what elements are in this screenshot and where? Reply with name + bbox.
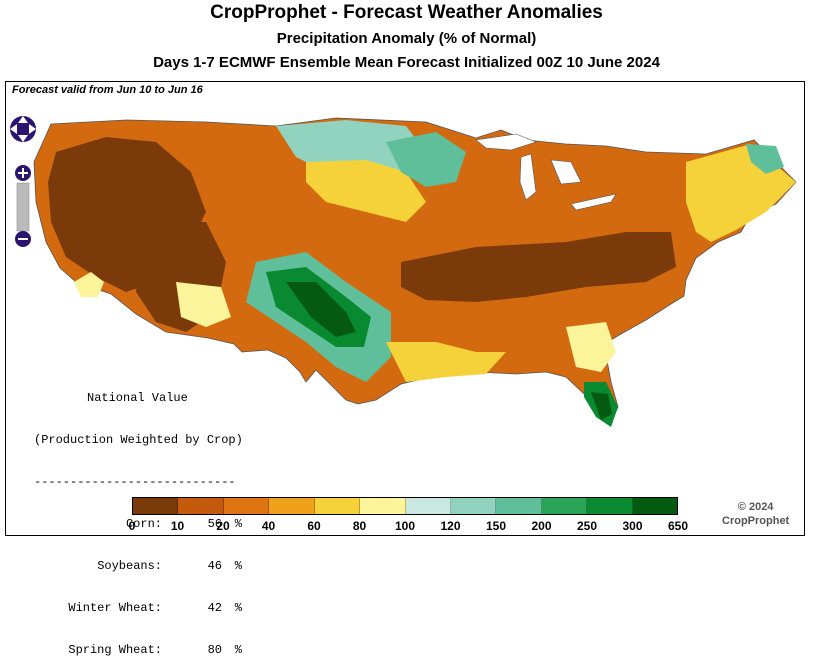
region-maine-teal <box>746 144 784 174</box>
legend-tick: 150 <box>485 519 507 533</box>
forecast-description: Days 1-7 ECMWF Ensemble Mean Forecast In… <box>153 54 660 71</box>
region-southeast-yellow <box>566 322 616 372</box>
region-florida-darkgreen <box>591 392 612 420</box>
minus-icon <box>18 238 28 240</box>
national-rule: ---------------------------- <box>34 475 236 489</box>
map-frame[interactable] <box>5 81 805 536</box>
region-arizona-yellow <box>176 282 231 327</box>
region-northplains-teal <box>276 120 426 172</box>
map-navigation-control[interactable] <box>5 113 43 258</box>
legend-tick: 120 <box>440 519 461 533</box>
region-mn-teal <box>386 132 466 187</box>
legend-tick: 100 <box>394 519 416 533</box>
region-texas-darkgreen <box>286 282 356 337</box>
forecast-valid-label: Forecast valid from Jun 10 to Jun 16 <box>12 84 203 96</box>
national-row-winter-wheat: Winter Wheat: 42 % <box>68 601 242 615</box>
national-row-soybeans: Soybeans: 46 % <box>97 559 242 573</box>
legend-swatch <box>178 498 224 514</box>
copyright-brand: CropProphet <box>722 515 790 527</box>
color-legend <box>132 497 678 515</box>
legend-swatch <box>360 498 406 514</box>
region-ohio-valley-dark <box>401 232 676 302</box>
legend-swatch <box>541 498 588 514</box>
national-row-corn: Corn: 56 % <box>125 517 242 531</box>
legend-swatch <box>269 498 315 514</box>
zoom-in-button[interactable] <box>15 165 31 181</box>
legend-tick: 200 <box>531 519 552 533</box>
national-row-spring-wheat: Spring Wheat: 80 % <box>68 643 242 657</box>
national-subtitle: (Production Weighted by Crop) <box>34 433 243 447</box>
pan-arrows-icon[interactable] <box>10 116 36 142</box>
lake-superior <box>475 133 537 151</box>
lake-erie <box>570 193 617 211</box>
legend-swatch <box>450 498 497 514</box>
legend-tick-labels: 0 10 20 40 60 80 100 120 150 200 250 300 650 <box>128 519 688 535</box>
legend-swatch <box>587 498 633 514</box>
region-cal-yellow <box>74 272 104 297</box>
legend-swatch <box>496 498 542 514</box>
region-dakotas-yellow <box>306 160 426 222</box>
legend-tick: 60 <box>307 519 321 533</box>
legend-swatch <box>223 498 270 514</box>
lake-huron <box>550 159 582 185</box>
legend-swatch <box>632 498 678 514</box>
zoom-out-button[interactable] <box>15 231 31 247</box>
legend-tick: 0 <box>128 519 136 533</box>
legend-swatch <box>133 498 179 514</box>
legend-tick: 40 <box>261 519 276 533</box>
page-title: CropProphet - Forecast Weather Anomalies <box>210 2 603 23</box>
legend-swatch <box>405 498 451 514</box>
legend-tick: 20 <box>216 519 230 533</box>
copyright: © 2024 CropProphet <box>722 500 789 528</box>
lake-michigan <box>519 153 537 201</box>
legend-tick: 250 <box>576 519 598 533</box>
national-value-panel: National Value (Production Weighted by C… <box>22 363 243 671</box>
us-precip-anomaly-map[interactable] <box>6 82 805 536</box>
legend-swatch <box>314 498 361 514</box>
legend-tick: 10 <box>170 519 185 533</box>
copyright-year: © 2024 <box>737 501 774 513</box>
legend-tick: 300 <box>622 519 643 533</box>
region-gulf-yellow <box>386 342 506 382</box>
national-title: National Value <box>87 391 188 405</box>
zoom-slider-track <box>16 182 30 232</box>
page-subtitle: Precipitation Anomaly (% of Normal) <box>276 30 537 47</box>
legend-tick: 80 <box>352 519 367 533</box>
legend-tick: 650 <box>667 519 689 533</box>
